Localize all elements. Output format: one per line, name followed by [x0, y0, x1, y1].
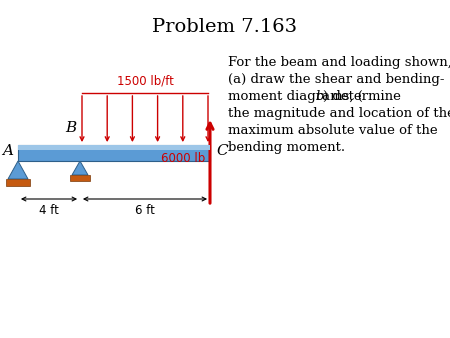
Text: Problem 7.163: Problem 7.163 — [153, 18, 297, 36]
Text: 4 ft: 4 ft — [39, 204, 59, 217]
Text: A: A — [2, 144, 13, 158]
Polygon shape — [72, 161, 88, 175]
Text: b: b — [315, 90, 324, 103]
Text: ) determine: ) determine — [323, 90, 401, 103]
Text: 6000 lb: 6000 lb — [161, 151, 205, 165]
Text: C: C — [216, 144, 228, 158]
Text: B: B — [65, 121, 76, 135]
Bar — [18, 145, 210, 161]
Text: the magnitude and location of the: the magnitude and location of the — [228, 107, 450, 120]
Bar — [18, 145, 210, 150]
Text: 1500 lb/ft: 1500 lb/ft — [117, 74, 173, 87]
Text: (a) draw the shear and bending-: (a) draw the shear and bending- — [228, 73, 445, 86]
Polygon shape — [8, 161, 28, 179]
Text: maximum absolute value of the: maximum absolute value of the — [228, 124, 437, 137]
Text: moment diagrams, (: moment diagrams, ( — [228, 90, 363, 103]
Bar — [6, 179, 30, 186]
Text: For the beam and loading shown,: For the beam and loading shown, — [228, 56, 450, 69]
Text: bending moment.: bending moment. — [228, 141, 345, 154]
Text: 6 ft: 6 ft — [135, 204, 155, 217]
Bar — [70, 175, 90, 181]
